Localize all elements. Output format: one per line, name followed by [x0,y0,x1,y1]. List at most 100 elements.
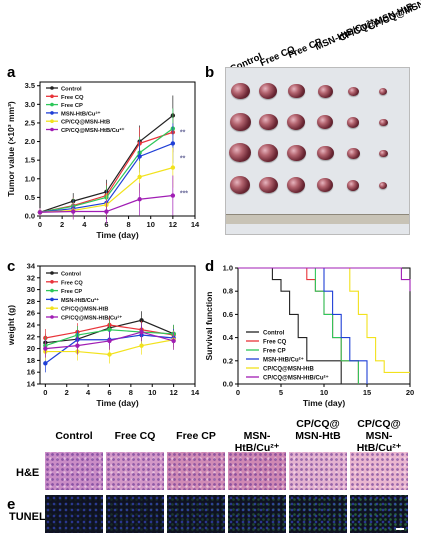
y-tick-label: 1.0 [223,264,233,273]
x-axis-label: Time (day) [96,230,139,240]
data-point [71,209,76,214]
x-tick-label: 12 [169,220,177,229]
legend-label: Free CQ [263,340,287,346]
y-tick-label: 32 [27,273,35,282]
panel-letter-c: c [7,258,16,275]
legend-marker [50,111,54,115]
x-tick-label: 0 [38,220,42,229]
legend-label: Free CQ [61,95,84,101]
data-point [139,318,144,323]
legend-label: CP/CQ@MSN-HtB [263,367,315,373]
tunel-stain-image [167,495,225,533]
data-point [37,210,43,215]
legend-label: CP/CQ@MSN-HtB [61,120,110,126]
he-stain-image [350,452,408,490]
data-point [170,141,176,146]
data-point [170,193,176,198]
y-tick-label: 16 [27,368,35,377]
data-point [104,209,109,214]
y-tick-label: 2.0 [25,137,35,146]
y-tick-label: 0.5 [25,193,35,202]
tumor-specimen [317,115,333,130]
tunel-stain-image [350,495,408,533]
y-tick-label: 0.0 [25,212,35,221]
tumor-specimen [259,83,277,99]
tumor-specimen [286,144,306,162]
x-tick-label: 5 [279,388,283,397]
legend-marker [50,280,54,284]
x-tick-label: 2 [65,388,69,397]
legend-marker [50,306,54,310]
y-tick-label: 0.0 [223,380,233,389]
data-point [137,174,142,180]
legend-marker [50,94,54,99]
legend-label: MSN-HtB/Cu²⁺ [61,110,100,117]
y-tick-label: 1.5 [25,156,35,165]
x-tick-label: 6 [104,220,108,229]
tunel-stain-image [106,495,164,533]
survival-step-line [238,267,410,373]
data-point [137,197,142,202]
y-tick-label: 26 [27,309,35,318]
scale-bar [396,528,404,530]
legend-marker [50,297,54,302]
legend-label: Free CP [263,349,286,355]
tumor-specimen [258,113,278,131]
tunel-stain-image [45,495,103,533]
panel-letter-d: d [205,258,215,275]
legend-label: Control [61,272,81,278]
x-tick-label: 8 [126,220,130,229]
x-tick-label: 2 [60,220,64,229]
y-tick-label: 18 [27,356,35,365]
y-tick-label: 0.4 [223,333,234,342]
tumor-specimen [287,114,305,130]
legend-label: MSN-HtB/Cu²⁺ [263,357,304,364]
histology-column-label-line: MSN-HtB/Cu²⁺ [234,430,280,454]
x-tick-label: 10 [320,388,328,397]
tunel-stain-image [289,495,347,533]
panel-letter-b: b [205,64,215,81]
y-tick-label: 14 [27,380,36,389]
legend-marker [50,271,54,275]
x-tick-label: 0 [236,388,240,397]
data-point [107,327,112,332]
y-tick-label: 3.0 [25,100,35,109]
tumor-specimen [347,117,359,128]
tumor-specimen [258,144,278,162]
histology-column-label: Control [39,430,109,442]
histology-column-label-line: CP/CQ@ [296,418,340,430]
tumor-specimen [346,147,360,159]
x-tick-label: 15 [363,388,371,397]
y-tick-label: 22 [27,332,35,341]
histology-column-label-line: CP/CQ@ [357,418,401,430]
data-point [43,361,48,366]
data-point [75,343,80,348]
ruler [226,214,409,224]
x-tick-label: 12 [169,388,177,397]
legend-marker [50,127,54,132]
y-tick-label: 1.0 [25,174,35,183]
he-stain-image [167,452,225,490]
legend-label: Control [263,331,285,337]
tumor-specimen [347,180,359,191]
data-point [107,352,112,357]
legend-label: MSN-HtB/Cu²⁺ [61,297,99,304]
legend-label: CP/CQ@MSN-HtB [61,307,108,313]
tumor-specimen [258,176,278,194]
x-tick-label: 10 [147,220,155,229]
tumor-specimen [317,84,333,98]
histology-column-label-line: Free CP [176,430,216,442]
histology-column-label-line: MSN-HtB [295,430,341,442]
y-tick-label: 28 [27,297,35,306]
survival-step-line [238,267,342,384]
legend-label: Free CQ [61,280,83,286]
plot-frame [39,81,196,217]
x-tick-label: 20 [406,388,414,397]
legend-label: Free CP [61,103,83,109]
tumor-specimen [378,149,388,158]
legend-marker [50,86,54,90]
histology-column-label: MSN-HtB/Cu²⁺ [222,430,292,454]
legend-marker [50,119,54,123]
x-tick-label: 14 [191,388,200,397]
